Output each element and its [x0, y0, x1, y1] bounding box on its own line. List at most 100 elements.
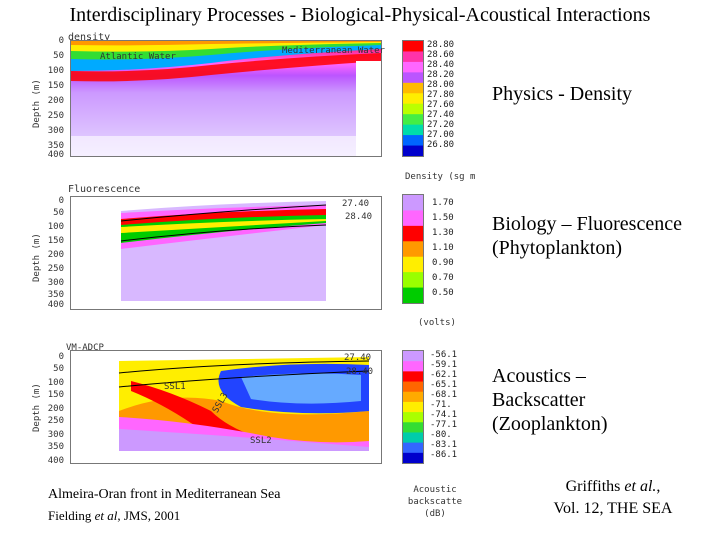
colorbar-swatch	[403, 351, 423, 362]
depth-tick: 0	[58, 196, 64, 206]
slide-title: Interdisciplinary Processes - Biological…	[69, 4, 651, 26]
colorbar-label: 27.40	[427, 110, 455, 120]
depth-tick: 350	[47, 141, 64, 151]
colorbar-label: 27.80	[427, 90, 455, 100]
colorbar-label: -71.	[430, 400, 452, 410]
depth-tick: 0	[58, 352, 64, 362]
physics-density-label: Physics - Density	[492, 83, 632, 105]
colorbar-label: 0.50	[432, 288, 454, 298]
depth-tick: 350	[47, 442, 64, 452]
colorbar-swatch	[403, 442, 423, 454]
acoustics-panel-header: VM-ADCP	[66, 343, 104, 353]
contour-label: 28.40	[346, 367, 374, 377]
colorbar-swatch	[403, 61, 423, 73]
depth-tick: 150	[47, 81, 64, 91]
colorbar-swatch	[403, 272, 423, 289]
colorbar-label: 1.50	[432, 213, 454, 223]
colorbar-swatch	[403, 361, 423, 372]
colorbar-swatch	[403, 72, 423, 84]
acoustics-colorbar	[402, 350, 424, 464]
depth-tick: 200	[47, 96, 64, 106]
depth-tick: 100	[47, 66, 64, 76]
colorbar-label: 27.20	[427, 120, 455, 130]
colorbar-swatch	[403, 371, 423, 383]
colorbar-label: 27.60	[427, 100, 455, 110]
fluorescence-colorbar-unit: (volts)	[418, 318, 456, 328]
density-section-plot	[70, 40, 382, 157]
colorbar-swatch	[403, 401, 423, 413]
density-panel-header: density	[68, 32, 111, 43]
depth-tick: 250	[47, 264, 64, 274]
colorbar-swatch	[403, 287, 423, 304]
depth-tick: 250	[47, 416, 64, 426]
depth-tick: 350	[47, 290, 64, 300]
colorbar-label: -65.1	[430, 380, 458, 390]
colorbar-swatch	[403, 135, 423, 147]
colorbar-label: 27.00	[427, 130, 455, 140]
colorbar-swatch	[403, 256, 423, 273]
colorbar-label: 26.80	[427, 140, 455, 150]
colorbar-swatch	[403, 452, 423, 464]
colorbar-swatch	[403, 145, 423, 157]
depth-tick: 400	[47, 456, 64, 466]
depth-tick: 200	[47, 250, 64, 260]
acoustics-section-plot	[70, 350, 382, 464]
left-citation-line1: Almeira-Oran front in Mediterranean Sea	[48, 487, 281, 502]
contour-label: 28.40	[345, 212, 373, 222]
depth-tick: 250	[47, 111, 64, 121]
depth-tick: 300	[47, 430, 64, 440]
fluorescence-panel-header: Fluorescence	[68, 184, 141, 195]
colorbar-swatch	[403, 51, 423, 63]
depth-tick: 0	[58, 36, 64, 46]
atlantic-water-annotation: Atlantic Water	[100, 52, 176, 62]
mediterranean-water-annotation: Mediterranean Water	[282, 46, 385, 56]
colorbar-label: 1.30	[432, 228, 454, 238]
colorbar-swatch	[403, 93, 423, 105]
colorbar-label: 28.60	[427, 50, 455, 60]
depth-tick: 50	[53, 51, 64, 61]
contour-label: 27.40	[342, 199, 370, 209]
colorbar-label: 1.10	[432, 243, 454, 253]
depth-tick: 200	[47, 404, 64, 414]
depth-tick: 150	[47, 236, 64, 246]
acoustics-backscatter-label: Acoustics – Backscatter (Zooplankton)	[492, 365, 608, 435]
fluorescence-section-plot	[70, 196, 382, 310]
depth-tick: 100	[47, 222, 64, 232]
depth-tick: 50	[53, 364, 64, 374]
depth-tick: 300	[47, 126, 64, 136]
depth-tick: 100	[47, 378, 64, 388]
colorbar-label: -56.1	[430, 350, 458, 360]
colorbar-label: -74.1	[430, 410, 458, 420]
colorbar-swatch	[403, 412, 423, 423]
colorbar-label: 0.90	[432, 258, 454, 268]
depth-tick: 150	[47, 390, 64, 400]
colorbar-swatch	[403, 195, 423, 211]
colorbar-label: 28.40	[427, 60, 455, 70]
ssl-layer-label: SSL1	[164, 382, 186, 392]
colorbar-label: -68.1	[430, 390, 458, 400]
colorbar-swatch	[403, 432, 423, 444]
colorbar-label: -83.1	[430, 440, 458, 450]
depth-tick: 400	[47, 300, 64, 310]
ssl-layer-label: SSL2	[250, 436, 272, 446]
colorbar-label: -86.1	[430, 450, 458, 460]
colorbar-label: -77.1	[430, 420, 458, 430]
colorbar-label: 1.70	[432, 198, 454, 208]
acoustics-colorbar-unit: Acoustic backscatte (dB)	[407, 485, 463, 519]
colorbar-swatch	[403, 210, 423, 227]
density-colorbar	[402, 40, 424, 157]
colorbar-label: -80.	[430, 430, 452, 440]
colorbar-swatch	[403, 225, 423, 242]
right-citation: Griffiths et al., Vol. 12, THE SEA	[528, 476, 698, 520]
fluorescence-colorbar	[402, 194, 424, 304]
colorbar-label: 28.80	[427, 40, 455, 50]
colorbar-swatch	[403, 422, 423, 433]
colorbar-swatch	[403, 381, 423, 393]
colorbar-swatch	[403, 103, 423, 115]
depth-tick: 400	[47, 150, 64, 160]
depth-tick: 300	[47, 278, 64, 288]
colorbar-label: 28.00	[427, 80, 455, 90]
colorbar-swatch	[403, 124, 423, 136]
left-citation-line2: Fielding et al, JMS, 2001	[48, 508, 181, 523]
right-citation-line2: Vol. 12, THE SEA	[553, 500, 673, 517]
